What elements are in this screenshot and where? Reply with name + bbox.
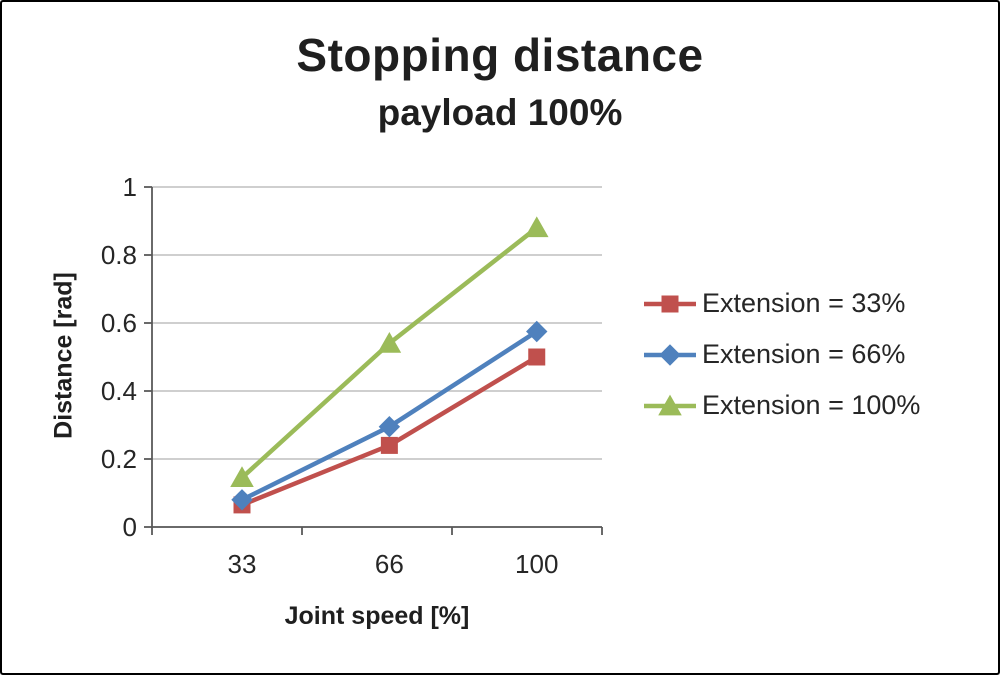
- chart-title: Stopping distance: [296, 29, 704, 81]
- legend-item: Extension = 33%: [642, 278, 920, 329]
- y-tick-label: 0.6: [100, 308, 137, 338]
- x-tick-label: 33: [227, 549, 257, 579]
- square-marker-icon: [528, 348, 546, 366]
- diamond-marker-icon: [659, 343, 681, 366]
- legend-triangle-marker-icon: [644, 394, 696, 415]
- y-axis-title: Distance [rad]: [49, 272, 78, 439]
- legend-label: Extension = 100%: [702, 390, 921, 420]
- legend-label: Extension = 33%: [702, 288, 906, 318]
- y-tick-label: 0.4: [100, 376, 137, 406]
- series-line: [241, 329, 538, 502]
- diamond-marker-icon: [378, 415, 401, 438]
- diamond-marker-icon: [231, 489, 253, 511]
- legend-item: Extension = 100%: [642, 380, 920, 431]
- legend-diamond-marker-icon: [644, 343, 696, 366]
- diamond-marker-icon: [526, 320, 548, 343]
- chart-subtitle: payload 100%: [377, 92, 623, 133]
- square-marker-icon: [380, 436, 398, 454]
- triangle-marker-icon: [658, 394, 682, 415]
- legend-item: Extension = 66%: [642, 329, 920, 380]
- triangle-marker-icon: [524, 216, 549, 238]
- triangle-marker-icon: [230, 466, 254, 488]
- legend-square-marker-icon: [644, 295, 696, 312]
- x-tick-label: 100: [515, 549, 559, 579]
- y-tick-label: 0.2: [100, 444, 137, 474]
- x-axis-title: Joint speed [%]: [284, 602, 470, 630]
- y-tick-label: 0.8: [100, 240, 137, 270]
- triangle-marker-icon: [377, 331, 402, 353]
- y-tick-label: 1: [122, 172, 137, 202]
- legend-label: Extension = 66%: [702, 339, 906, 369]
- square-marker-icon: [661, 295, 679, 312]
- y-tick-label: 0: [122, 512, 137, 542]
- x-tick-label: 66: [374, 549, 404, 579]
- legend: Extension = 33% Extension = 66% Extension …: [642, 278, 920, 431]
